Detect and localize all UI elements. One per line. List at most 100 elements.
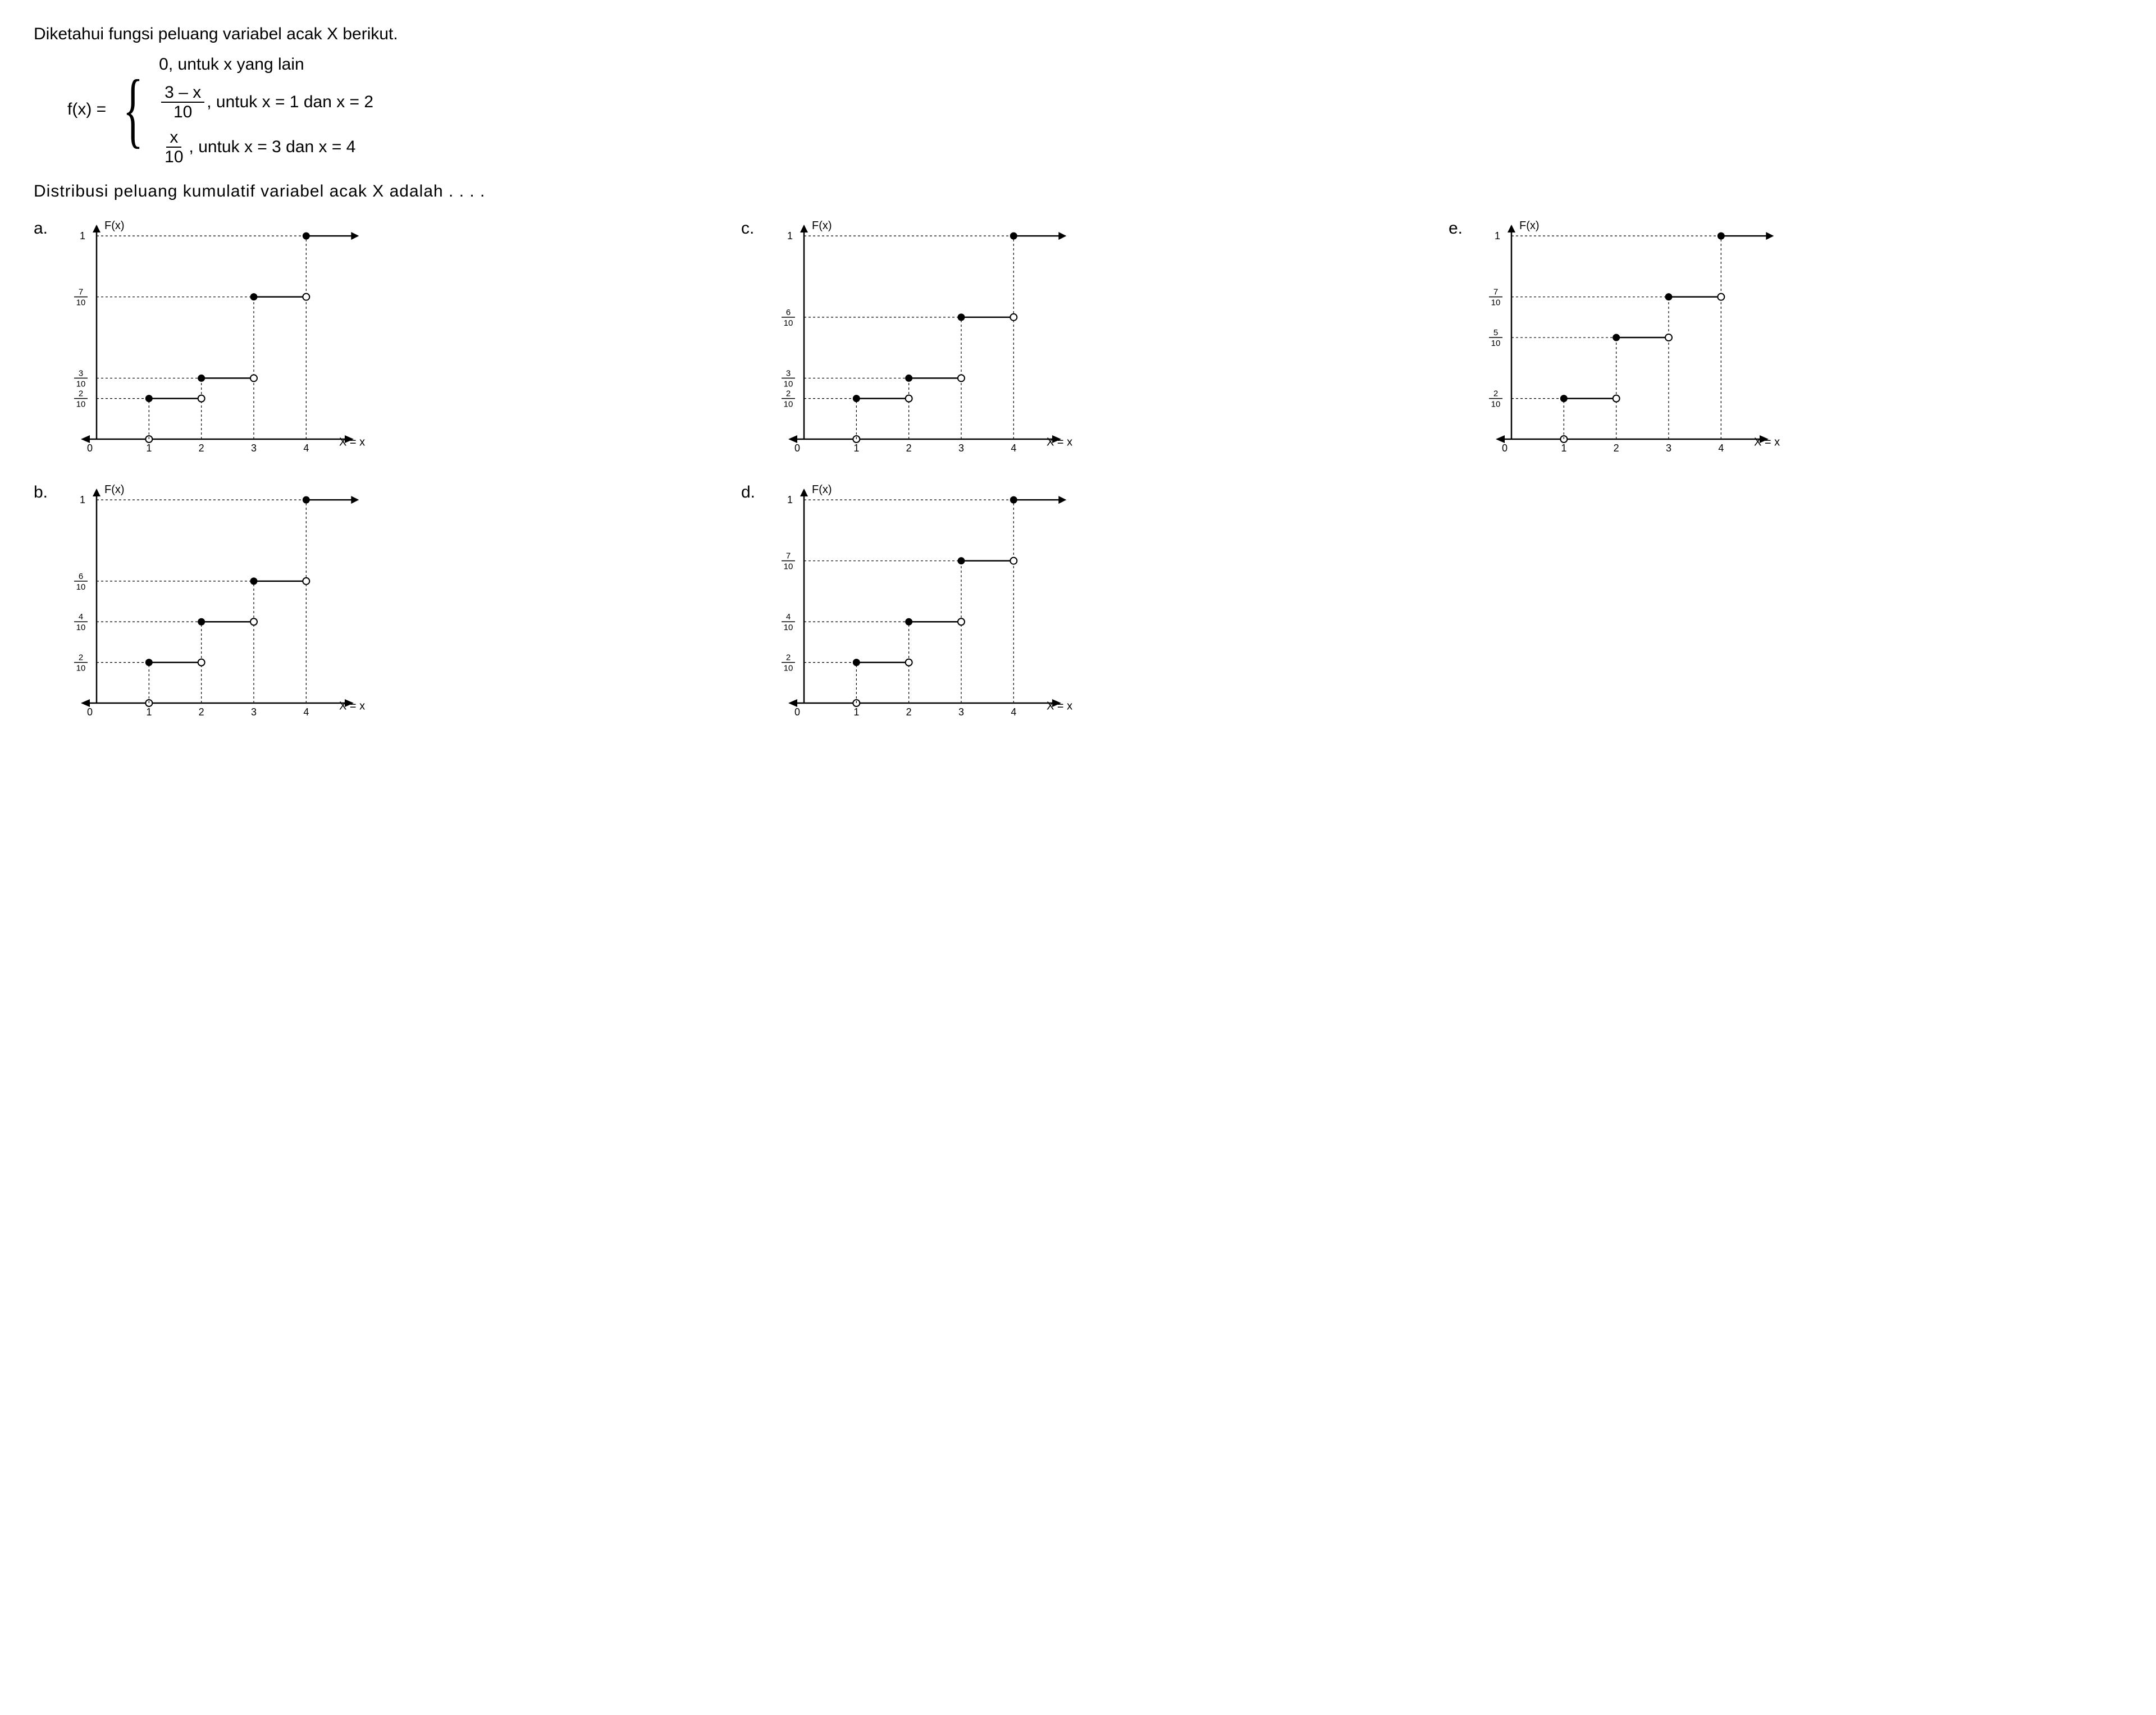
svg-text:10: 10 bbox=[1491, 298, 1501, 308]
svg-text:4: 4 bbox=[303, 706, 309, 718]
option-label: b. bbox=[34, 481, 51, 504]
svg-text:X = x: X = x bbox=[339, 700, 365, 712]
svg-text:10: 10 bbox=[784, 664, 793, 673]
svg-text:1: 1 bbox=[853, 706, 859, 718]
svg-text:0: 0 bbox=[87, 706, 93, 718]
case-3: x 10 , untuk x = 3 dan x = 4 bbox=[159, 128, 373, 166]
fraction-2: 3 – x 10 bbox=[161, 83, 204, 121]
svg-text:4: 4 bbox=[1011, 706, 1016, 718]
svg-text:3: 3 bbox=[786, 368, 791, 378]
option-e: e. F(x)X = x012342105107101 bbox=[1449, 215, 2122, 462]
svg-text:10: 10 bbox=[784, 379, 793, 389]
svg-text:10: 10 bbox=[784, 562, 793, 572]
svg-text:0: 0 bbox=[794, 706, 800, 718]
prompt-text: Distribusi peluang kumulatif variabel ac… bbox=[34, 180, 2122, 203]
svg-text:4: 4 bbox=[786, 612, 791, 622]
svg-text:F(x): F(x) bbox=[104, 484, 125, 496]
svg-text:F(x): F(x) bbox=[1519, 220, 1540, 232]
option-label: a. bbox=[34, 217, 51, 240]
svg-text:0: 0 bbox=[87, 443, 93, 454]
step-chart-d: F(x)X = x012342104107101 bbox=[765, 478, 1079, 726]
svg-text:4: 4 bbox=[1718, 443, 1724, 454]
option-c: c. F(x)X = x012342103106101 bbox=[741, 215, 1415, 462]
option-label: e. bbox=[1449, 217, 1465, 240]
step-chart-c: F(x)X = x012342103106101 bbox=[765, 215, 1079, 462]
svg-text:X = x: X = x bbox=[1047, 436, 1072, 448]
svg-text:4: 4 bbox=[79, 612, 83, 622]
svg-text:2: 2 bbox=[199, 443, 204, 454]
svg-text:3: 3 bbox=[251, 443, 257, 454]
svg-text:10: 10 bbox=[1491, 400, 1501, 409]
option-d: d. F(x)X = x012342104107101 bbox=[741, 478, 1415, 726]
svg-text:4: 4 bbox=[1011, 443, 1016, 454]
svg-text:7: 7 bbox=[786, 551, 791, 561]
svg-text:1: 1 bbox=[1495, 230, 1500, 241]
svg-text:2: 2 bbox=[786, 653, 791, 663]
svg-text:3: 3 bbox=[79, 368, 83, 378]
svg-text:10: 10 bbox=[1491, 339, 1501, 348]
svg-text:10: 10 bbox=[76, 400, 86, 409]
svg-text:10: 10 bbox=[76, 582, 86, 592]
piecewise-function: f(x) = { 0, untuk x yang lain 3 – x 10 ,… bbox=[67, 53, 2122, 166]
svg-text:3: 3 bbox=[958, 706, 964, 718]
step-chart-a: F(x)X = x012342103107101 bbox=[57, 215, 372, 462]
svg-text:4: 4 bbox=[303, 443, 309, 454]
svg-text:2: 2 bbox=[199, 706, 204, 718]
svg-text:3: 3 bbox=[1666, 443, 1671, 454]
case-1: 0, untuk x yang lain bbox=[159, 53, 373, 76]
svg-text:2: 2 bbox=[786, 389, 791, 399]
svg-text:2: 2 bbox=[79, 389, 83, 399]
case-2-text: , untuk x = 1 dan x = 2 bbox=[207, 90, 373, 114]
svg-text:0: 0 bbox=[1502, 443, 1508, 454]
case-2: 3 – x 10 , untuk x = 1 dan x = 2 bbox=[159, 83, 373, 121]
svg-text:7: 7 bbox=[79, 288, 83, 297]
option-a: a. F(x)X = x012342103107101 bbox=[34, 215, 707, 462]
svg-text:10: 10 bbox=[784, 400, 793, 409]
svg-text:X = x: X = x bbox=[1047, 700, 1072, 712]
option-label: d. bbox=[741, 481, 758, 504]
svg-text:X = x: X = x bbox=[1754, 436, 1780, 448]
svg-text:2: 2 bbox=[79, 653, 83, 663]
svg-text:5: 5 bbox=[1493, 328, 1498, 337]
svg-text:7: 7 bbox=[1493, 288, 1498, 297]
svg-text:F(x): F(x) bbox=[812, 484, 832, 496]
svg-text:3: 3 bbox=[958, 443, 964, 454]
svg-text:10: 10 bbox=[784, 623, 793, 632]
svg-text:10: 10 bbox=[76, 664, 86, 673]
frac-num: x bbox=[166, 128, 181, 148]
option-b: b. F(x)X = x012342104106101 bbox=[34, 478, 707, 726]
svg-text:1: 1 bbox=[787, 230, 793, 241]
svg-text:1: 1 bbox=[80, 230, 85, 241]
frac-den: 10 bbox=[170, 103, 195, 121]
svg-text:0: 0 bbox=[794, 443, 800, 454]
option-label: c. bbox=[741, 217, 758, 240]
case-3-text: , untuk x = 3 dan x = 4 bbox=[189, 135, 356, 159]
svg-text:6: 6 bbox=[786, 308, 791, 317]
svg-text:2: 2 bbox=[1614, 443, 1619, 454]
svg-text:1: 1 bbox=[853, 443, 859, 454]
step-chart-b: F(x)X = x012342104106101 bbox=[57, 478, 372, 726]
svg-text:10: 10 bbox=[76, 298, 86, 308]
options-grid: a. F(x)X = x012342103107101 b. F(x)X = x… bbox=[34, 215, 2122, 726]
svg-text:1: 1 bbox=[146, 706, 152, 718]
svg-text:10: 10 bbox=[784, 318, 793, 328]
svg-text:6: 6 bbox=[79, 572, 83, 581]
brace-icon: { bbox=[123, 72, 143, 148]
fraction-3: x 10 bbox=[161, 128, 186, 166]
svg-text:2: 2 bbox=[1493, 389, 1498, 399]
frac-num: 3 – x bbox=[161, 83, 204, 103]
svg-text:1: 1 bbox=[146, 443, 152, 454]
frac-den: 10 bbox=[161, 148, 186, 166]
svg-text:10: 10 bbox=[76, 379, 86, 389]
svg-text:F(x): F(x) bbox=[104, 220, 125, 232]
fx-label: f(x) = bbox=[67, 98, 106, 121]
svg-text:10: 10 bbox=[76, 623, 86, 632]
svg-text:3: 3 bbox=[251, 706, 257, 718]
question-text: Diketahui fungsi peluang variabel acak X… bbox=[34, 22, 2122, 46]
svg-text:2: 2 bbox=[906, 443, 912, 454]
step-chart-e: F(x)X = x012342105107101 bbox=[1472, 215, 1787, 462]
svg-text:1: 1 bbox=[1561, 443, 1566, 454]
svg-text:F(x): F(x) bbox=[812, 220, 832, 232]
svg-text:2: 2 bbox=[906, 706, 912, 718]
function-cases: 0, untuk x yang lain 3 – x 10 , untuk x … bbox=[159, 53, 373, 166]
